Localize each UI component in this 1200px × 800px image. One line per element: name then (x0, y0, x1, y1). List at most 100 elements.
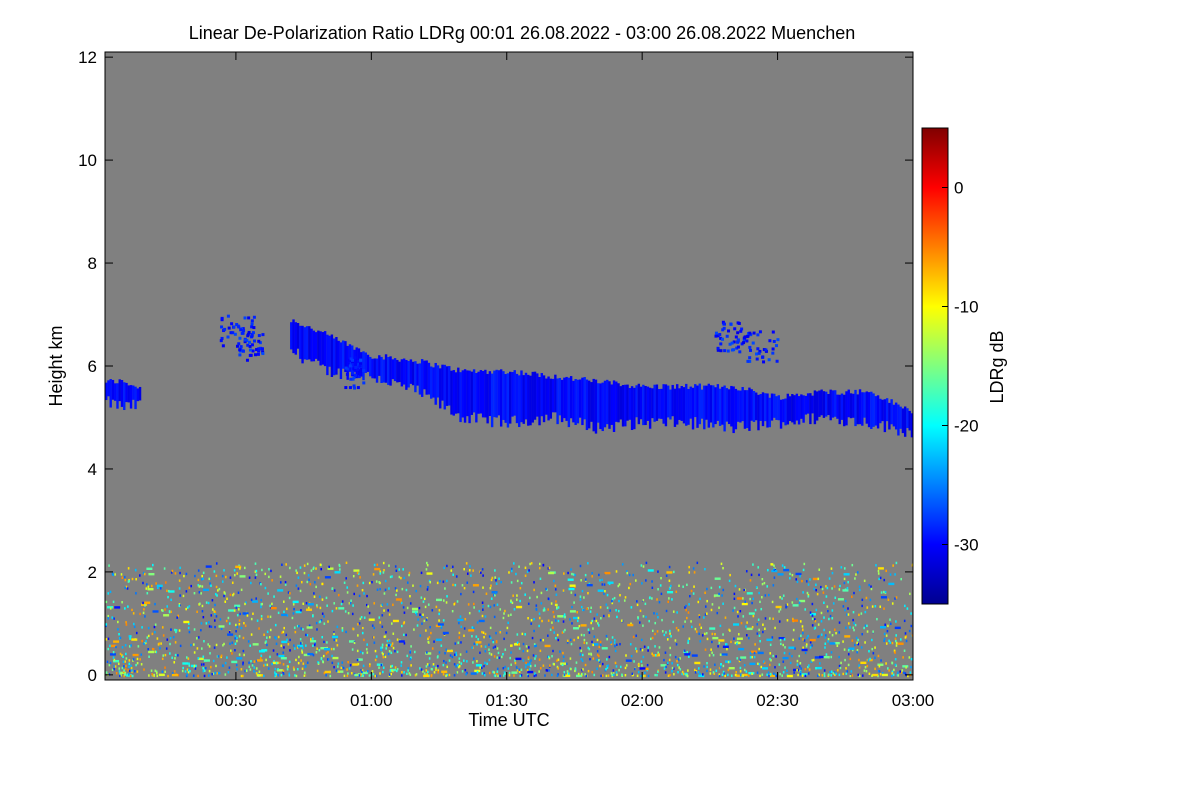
cirrus-column (314, 332, 318, 359)
noise-pixel (253, 666, 256, 669)
noise-pixel (109, 661, 112, 665)
noise-pixel (107, 617, 110, 620)
noise-pixel (700, 626, 703, 629)
noise-pixel (672, 620, 675, 624)
noise-pixel (378, 581, 381, 584)
x-tick-label: 03:00 (892, 691, 935, 710)
noise-pixel (338, 564, 341, 568)
noise-pixel (827, 673, 830, 676)
noise-pixel (692, 592, 695, 595)
noise-pixel (213, 570, 216, 573)
noise-pixel (199, 602, 201, 605)
x-tick-label: 02:00 (621, 691, 664, 710)
cirrus-patch-pixel (771, 347, 775, 351)
noise-pixel (614, 649, 617, 653)
noise-pixel (106, 660, 109, 664)
cirrus-column (466, 370, 469, 417)
noise-pixel (885, 569, 887, 573)
noise-pixel (685, 604, 687, 608)
noise-pixel (743, 588, 745, 592)
noise-pixel (448, 659, 451, 662)
noise-pixel (194, 574, 196, 578)
noise-pixel (124, 607, 126, 610)
noise-pixel (220, 654, 223, 657)
noise-pixel (327, 650, 329, 654)
cirrus-column (132, 385, 135, 400)
noise-pixel (575, 674, 582, 678)
noise-pixel (446, 579, 448, 583)
cirrus-column (585, 379, 589, 431)
noise-pixel (229, 593, 232, 597)
noise-pixel (445, 661, 447, 664)
noise-pixel (669, 632, 671, 635)
noise-pixel (184, 670, 187, 673)
noise-pixel (842, 640, 844, 643)
noise-pixel (880, 596, 887, 599)
noise-pixel (358, 594, 361, 598)
noise-pixel (455, 651, 457, 655)
noise-pixel (347, 672, 349, 675)
noise-pixel (831, 587, 833, 590)
noise-pixel (214, 593, 217, 596)
cirrus-column (425, 360, 428, 395)
noise-pixel (306, 562, 309, 566)
noise-pixel (745, 670, 748, 673)
noise-pixel (852, 610, 855, 614)
noise-pixel (188, 630, 191, 634)
noise-pixel (165, 647, 168, 650)
noise-pixel (490, 578, 493, 582)
noise-pixel (900, 577, 903, 581)
cirrus-patch-pixel (351, 377, 355, 381)
noise-pixel (391, 642, 394, 645)
noise-pixel (392, 603, 394, 607)
noise-pixel (677, 658, 680, 661)
noise-pixel (539, 638, 542, 642)
noise-pixel (264, 663, 266, 667)
cirrus-column (305, 326, 309, 360)
noise-pixel (158, 642, 161, 645)
noise-pixel (722, 633, 724, 636)
noise-pixel (438, 612, 440, 616)
noise-pixel (895, 596, 898, 599)
noise-pixel (619, 642, 621, 646)
noise-pixel (530, 618, 533, 622)
noise-pixel (510, 567, 513, 571)
noise-pixel (361, 674, 363, 677)
noise-pixel (320, 567, 323, 571)
noise-pixel (310, 569, 313, 572)
noise-pixel (356, 649, 359, 653)
noise-pixel (105, 671, 108, 674)
noise-pixel (406, 672, 408, 676)
noise-pixel (857, 673, 860, 677)
noise-pixel (239, 612, 241, 616)
noise-pixel (855, 636, 858, 640)
noise-pixel (527, 670, 534, 674)
noise-pixel (718, 641, 721, 645)
noise-pixel (871, 638, 873, 642)
cirrus-column (484, 369, 487, 418)
noise-pixel (557, 615, 564, 618)
noise-pixel (502, 616, 505, 620)
noise-pixel (167, 589, 170, 593)
noise-pixel (526, 570, 529, 574)
noise-pixel (529, 661, 531, 664)
noise-pixel (826, 586, 829, 590)
noise-pixel (730, 674, 733, 677)
noise-pixel (261, 649, 268, 652)
noise-pixel (847, 580, 849, 584)
cirrus-column (800, 394, 803, 419)
noise-pixel (109, 590, 112, 594)
cirrus-column (621, 384, 625, 427)
noise-pixel (752, 597, 755, 600)
noise-pixel (353, 641, 356, 645)
noise-pixel (260, 598, 262, 602)
noise-pixel (295, 610, 302, 614)
noise-pixel (139, 612, 141, 616)
cirrus-patch-pixel (227, 326, 231, 330)
noise-pixel (635, 634, 638, 637)
noise-pixel (264, 649, 267, 652)
noise-pixel (384, 635, 387, 638)
noise-pixel (829, 614, 832, 618)
noise-pixel (697, 667, 700, 670)
noise-pixel (267, 667, 270, 670)
